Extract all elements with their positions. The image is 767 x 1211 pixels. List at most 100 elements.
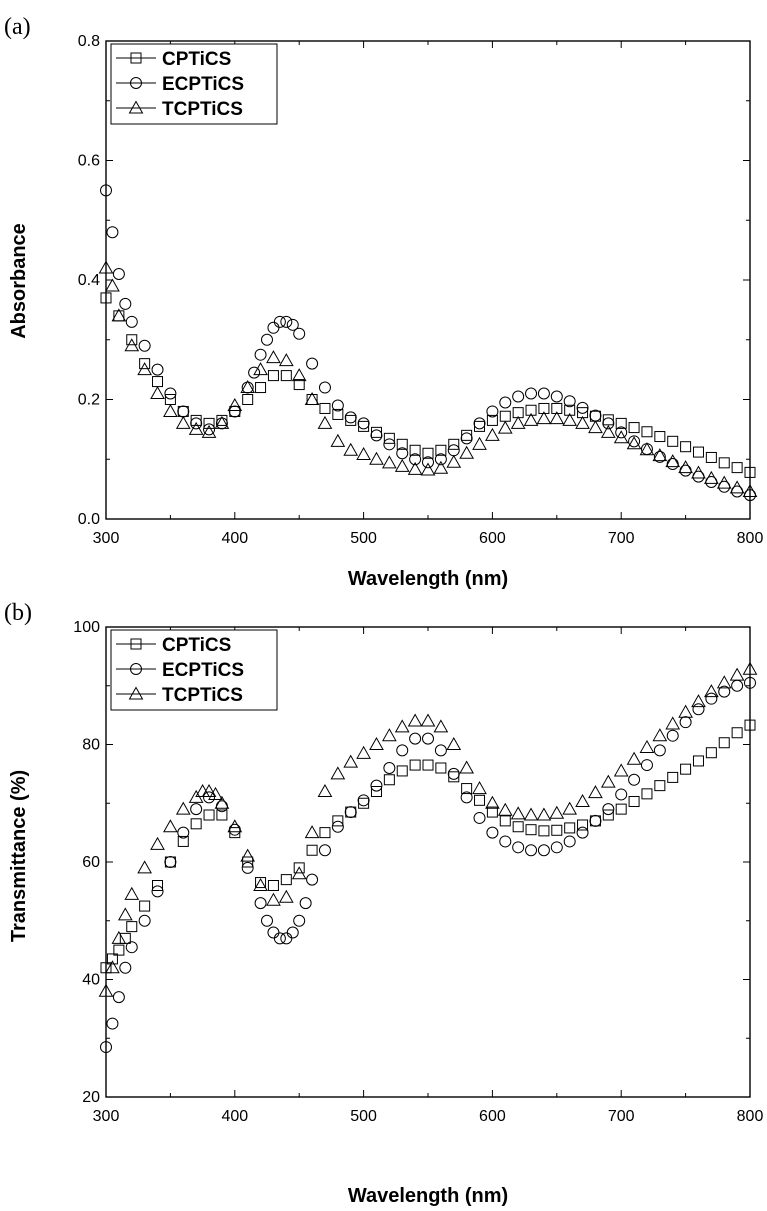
x-tick-label: 500 [350,530,377,547]
series-TCPTiCS [98,260,758,498]
legend-label: CPTiCS [162,49,231,70]
data-point [551,402,563,414]
y-tick-label: 20 [82,1089,100,1106]
data-point [163,819,178,833]
data-point [613,430,629,444]
data-point [188,421,204,435]
data-point [729,667,745,681]
y-tick-label: 40 [82,972,100,989]
data-point [267,370,279,382]
data-point [562,412,578,426]
data-point [705,451,717,463]
data-point [486,826,499,839]
data-point [422,732,434,745]
data-point [602,414,614,426]
data-point [525,387,538,400]
data-point [261,333,273,346]
data-point [396,744,409,757]
data-point [370,429,383,442]
data-point [106,953,118,965]
data-point [111,308,127,322]
data-point [280,315,293,328]
data-point [742,661,758,675]
data-point [435,762,447,774]
data-point [228,823,241,836]
data-point [639,739,655,753]
x-tick-label: 800 [737,530,764,547]
data-point [255,382,267,394]
data-point [666,458,679,471]
x-axis-title: Wavelength (nm) [348,1185,508,1207]
y-tick-label: 60 [82,854,100,871]
data-point [382,455,397,469]
data-point [576,401,589,414]
data-point [409,453,422,466]
data-point [280,370,292,382]
data-point [575,793,590,807]
data-point [344,411,357,424]
data-point [602,809,614,821]
data-point [383,774,395,786]
data-point [126,921,138,933]
data-point [692,755,704,767]
data-point [447,444,460,457]
data-point [434,744,447,757]
data-point [106,226,119,239]
data-point [731,679,744,692]
data-point [203,417,215,429]
data-point [718,457,730,469]
data-point [394,719,410,733]
data-point [369,736,384,750]
y-tick-label: 0.8 [78,33,100,50]
data-point [433,719,449,733]
series-CPTiCS [100,292,756,478]
data-point [137,860,152,874]
data-point [602,803,615,816]
data-point [460,791,473,804]
data-point [640,759,653,772]
data-point [306,357,319,370]
data-point [266,350,281,364]
data-point [615,788,628,801]
data-point [718,737,730,749]
panel-b: (b) Wavelength (nm) Transmittance (%) 30… [4,600,763,1207]
data-point [486,405,499,418]
data-point [536,411,552,425]
data-point [370,779,383,792]
data-point [525,844,538,857]
data-point [474,794,486,806]
data-point [117,907,133,921]
x-tick-label: 600 [479,530,506,547]
data-point [512,821,524,833]
x-tick-label: 400 [221,530,248,547]
data-point [248,366,261,379]
data-point [588,420,603,434]
legend-label: TCPTiCS [162,685,243,706]
data-point [692,446,704,458]
data-point [628,435,641,448]
data-point [151,885,164,898]
x-tick-label: 800 [737,1108,764,1125]
panel-label: (a) [4,14,31,40]
data-point [613,763,629,777]
data-point [731,727,743,739]
data-point [369,451,384,465]
data-point [653,450,666,463]
legend-label: ECPTiCS [162,74,244,95]
legend-box [110,629,278,711]
y-tick-label: 0.4 [78,272,100,289]
data-point [652,728,668,742]
legend-marker [130,663,142,675]
y-tick-label: 0.6 [78,153,100,170]
legend-marker [128,100,144,114]
data-point [318,844,331,857]
data-point [261,914,273,927]
data-point [420,462,436,476]
data-point [163,403,178,417]
data-point [358,420,370,432]
data-point [216,809,228,821]
data-point [177,826,190,839]
data-point [615,803,627,815]
data-point [286,926,299,939]
legend: CPTiCS ECPTiCS TCPTiCS [110,43,278,125]
